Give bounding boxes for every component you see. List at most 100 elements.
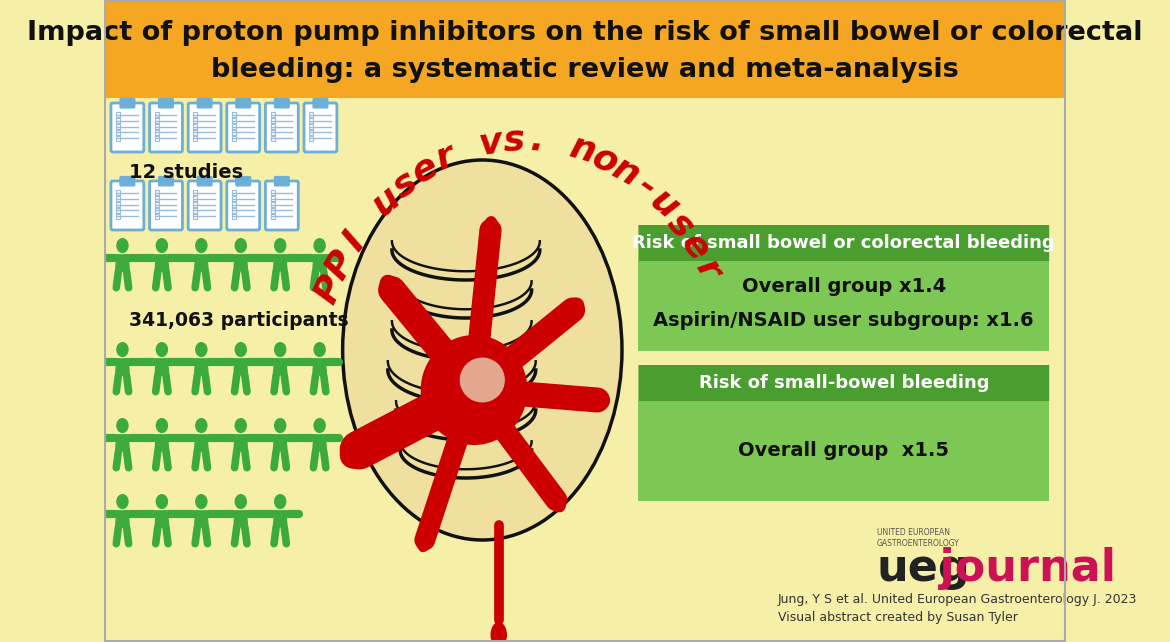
Bar xyxy=(639,261,1049,351)
Circle shape xyxy=(116,494,129,509)
Bar xyxy=(116,202,121,207)
Polygon shape xyxy=(154,358,170,376)
Bar xyxy=(639,401,1049,501)
Bar xyxy=(116,196,121,201)
Text: v: v xyxy=(476,125,505,162)
Text: .: . xyxy=(529,123,545,158)
Text: Overall group x1.4: Overall group x1.4 xyxy=(742,277,945,295)
FancyBboxPatch shape xyxy=(314,99,328,108)
Bar xyxy=(116,124,121,129)
Text: -: - xyxy=(629,169,662,205)
Bar xyxy=(154,202,159,207)
Polygon shape xyxy=(194,510,209,528)
FancyBboxPatch shape xyxy=(159,177,173,186)
Bar xyxy=(232,208,236,213)
Text: 12 studies: 12 studies xyxy=(129,162,243,182)
FancyBboxPatch shape xyxy=(227,181,260,230)
FancyBboxPatch shape xyxy=(150,181,183,230)
Bar xyxy=(232,112,236,117)
Bar xyxy=(104,0,1066,98)
Ellipse shape xyxy=(585,389,610,411)
Polygon shape xyxy=(312,358,328,376)
Ellipse shape xyxy=(421,335,528,445)
Bar xyxy=(232,202,236,207)
Text: n: n xyxy=(607,151,646,193)
Bar xyxy=(193,196,198,201)
FancyBboxPatch shape xyxy=(188,103,221,152)
FancyBboxPatch shape xyxy=(111,181,144,230)
Ellipse shape xyxy=(343,160,622,540)
Circle shape xyxy=(314,342,325,357)
Bar xyxy=(154,208,159,213)
Ellipse shape xyxy=(562,297,584,322)
Bar xyxy=(193,118,198,123)
Circle shape xyxy=(116,238,129,253)
Bar xyxy=(154,130,159,135)
Text: bleeding: a systematic review and meta-analysis: bleeding: a systematic review and meta-a… xyxy=(211,57,959,83)
Bar xyxy=(154,214,159,219)
Text: r: r xyxy=(432,139,461,177)
Text: s: s xyxy=(503,123,525,158)
Bar xyxy=(270,112,275,117)
Polygon shape xyxy=(233,510,248,528)
Bar xyxy=(154,118,159,123)
Polygon shape xyxy=(154,510,170,528)
FancyBboxPatch shape xyxy=(111,103,144,152)
Text: r: r xyxy=(689,254,728,286)
Text: s: s xyxy=(386,164,424,204)
FancyBboxPatch shape xyxy=(159,99,173,108)
FancyBboxPatch shape xyxy=(150,103,183,152)
Text: s: s xyxy=(661,205,701,244)
Bar xyxy=(193,130,198,135)
Circle shape xyxy=(314,418,325,433)
Bar xyxy=(154,112,159,117)
FancyBboxPatch shape xyxy=(266,103,298,152)
Text: u: u xyxy=(644,183,686,226)
Text: journal: journal xyxy=(924,546,1116,589)
Circle shape xyxy=(234,494,247,509)
Polygon shape xyxy=(233,358,248,376)
Bar xyxy=(232,136,236,141)
Circle shape xyxy=(234,238,247,253)
FancyBboxPatch shape xyxy=(236,99,250,108)
Bar xyxy=(232,214,236,219)
FancyBboxPatch shape xyxy=(304,103,337,152)
FancyBboxPatch shape xyxy=(236,177,250,186)
Bar xyxy=(309,136,314,141)
Polygon shape xyxy=(115,434,130,452)
Text: e: e xyxy=(406,149,443,190)
Bar xyxy=(270,208,275,213)
Circle shape xyxy=(274,494,287,509)
Bar xyxy=(116,214,121,219)
Polygon shape xyxy=(273,358,288,376)
FancyBboxPatch shape xyxy=(227,103,260,152)
Bar xyxy=(232,130,236,135)
Polygon shape xyxy=(194,358,209,376)
Circle shape xyxy=(314,238,325,253)
Bar xyxy=(154,191,159,195)
Text: I: I xyxy=(336,226,372,257)
Bar xyxy=(154,136,159,141)
Text: P: P xyxy=(319,245,363,285)
FancyBboxPatch shape xyxy=(198,99,212,108)
Bar xyxy=(116,208,121,213)
Bar xyxy=(193,208,198,213)
Text: Jung, Y S et al. United European Gastroenterology J. 2023: Jung, Y S et al. United European Gastroe… xyxy=(778,593,1137,607)
Text: n: n xyxy=(566,130,600,170)
Polygon shape xyxy=(273,510,288,528)
Circle shape xyxy=(195,238,207,253)
Bar xyxy=(116,118,121,123)
Bar xyxy=(270,202,275,207)
Circle shape xyxy=(195,494,207,509)
Bar xyxy=(154,124,159,129)
Bar xyxy=(193,202,198,207)
Bar xyxy=(193,136,198,141)
Bar xyxy=(270,124,275,129)
Bar xyxy=(232,124,236,129)
Circle shape xyxy=(116,418,129,433)
Polygon shape xyxy=(115,254,130,272)
Bar xyxy=(116,191,121,195)
Ellipse shape xyxy=(379,275,405,305)
Text: e: e xyxy=(675,227,716,266)
FancyBboxPatch shape xyxy=(188,181,221,230)
